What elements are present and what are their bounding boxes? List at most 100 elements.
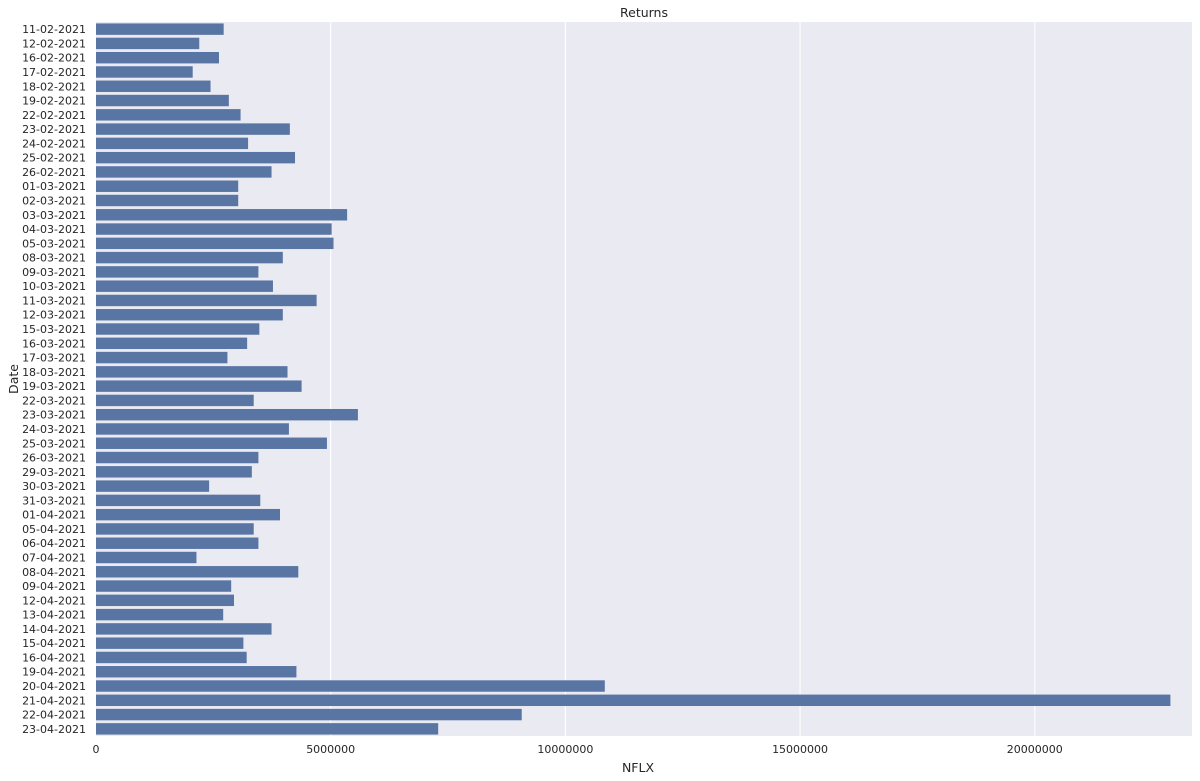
y-axis-title: Date: [6, 364, 21, 394]
y-tick-label: 17-02-2021: [22, 66, 86, 79]
bar: [96, 37, 200, 50]
y-tick-label: 30-03-2021: [22, 480, 86, 493]
y-tick-label: 24-03-2021: [22, 423, 86, 436]
bar: [96, 51, 219, 64]
y-tick-label: 14-04-2021: [22, 623, 86, 636]
bar: [96, 523, 254, 535]
bar: [96, 423, 289, 435]
bar: [96, 580, 232, 592]
y-tick-label: 23-02-2021: [22, 123, 86, 136]
y-tick-label: 18-03-2021: [22, 366, 86, 379]
y-tick-label: 07-04-2021: [22, 552, 86, 565]
bar: [96, 723, 439, 735]
bar: [96, 337, 248, 350]
bar: [96, 280, 273, 292]
y-tick-label: 19-02-2021: [22, 95, 86, 108]
x-tick-label: 10000000: [537, 743, 593, 756]
bar: [96, 608, 224, 621]
y-tick-label: 24-02-2021: [22, 137, 86, 150]
y-tick-label: 23-04-2021: [22, 723, 86, 736]
bar: [96, 508, 280, 521]
y-tick-label: 26-03-2021: [22, 452, 86, 465]
y-tick-label: 13-04-2021: [22, 609, 86, 622]
bar: [96, 166, 272, 178]
bar: [96, 651, 247, 664]
bar: [96, 708, 522, 721]
bar: [96, 180, 239, 192]
bar: [96, 209, 348, 221]
x-axis-title: NFLX: [622, 760, 655, 775]
y-tick-label: 22-02-2021: [22, 109, 86, 122]
bar: [96, 366, 288, 378]
bar: [96, 637, 244, 649]
bar: [96, 680, 605, 692]
y-tick-label: 19-03-2021: [22, 380, 86, 393]
bar: [96, 694, 1171, 707]
y-tick-label: 29-03-2021: [22, 466, 86, 479]
y-tick-label: 01-04-2021: [22, 509, 86, 522]
bar: [96, 494, 261, 507]
bar: [96, 237, 334, 250]
bar: [96, 480, 210, 492]
y-tick-label: 23-03-2021: [22, 409, 86, 422]
y-tick-label: 20-04-2021: [22, 680, 86, 693]
bar: [96, 666, 297, 678]
bar: [96, 623, 272, 635]
y-tick-label: 26-02-2021: [22, 166, 86, 179]
grid-lines: [330, 22, 1036, 736]
y-tick-label: 18-02-2021: [22, 80, 86, 93]
y-tick-label: 12-04-2021: [22, 594, 86, 607]
y-tick-label: 03-03-2021: [22, 209, 86, 222]
bar: [96, 94, 229, 107]
bar: [96, 251, 283, 264]
bar: [96, 451, 259, 464]
y-tick-label: 17-03-2021: [22, 352, 86, 365]
x-tick-label: 0: [93, 743, 100, 756]
y-tick-label: 12-02-2021: [22, 37, 86, 50]
y-tick-label: 09-04-2021: [22, 580, 86, 593]
y-tick-label: 19-04-2021: [22, 666, 86, 679]
y-tick-label: 11-03-2021: [22, 294, 86, 307]
y-tick-label: 08-04-2021: [22, 566, 86, 579]
bar: [96, 223, 332, 235]
bar: [96, 380, 302, 392]
y-tick-label: 04-03-2021: [22, 223, 86, 236]
y-tick-label: 15-03-2021: [22, 323, 86, 336]
bar: [96, 394, 254, 407]
y-tick-label: 05-04-2021: [22, 523, 86, 536]
bar: [96, 537, 259, 549]
bar: [96, 294, 317, 307]
y-tick-label: 16-03-2021: [22, 337, 86, 350]
bar: [96, 437, 327, 449]
plot-background: [96, 22, 1192, 736]
bar: [96, 137, 249, 150]
bar: [96, 123, 290, 135]
bar: [96, 566, 299, 578]
y-tick-label: 25-03-2021: [22, 437, 86, 450]
y-tick-label: 16-04-2021: [22, 651, 86, 664]
bar: [96, 408, 358, 421]
y-tick-label: 08-03-2021: [22, 252, 86, 265]
x-tick-label: 20000000: [1007, 743, 1063, 756]
bar: [96, 66, 193, 78]
bar: [96, 194, 239, 207]
y-tick-label: 09-03-2021: [22, 266, 86, 279]
bar: [96, 594, 234, 607]
y-tick-label: 25-02-2021: [22, 152, 86, 165]
y-tick-label: 22-04-2021: [22, 709, 86, 722]
bar: [96, 551, 197, 564]
bar: [96, 323, 260, 335]
x-tick-labels: 0 5000000 10000000 15000000 20000000: [93, 743, 1063, 756]
bars: [96, 23, 1171, 735]
bar: [96, 466, 252, 478]
x-tick-label: 5000000: [306, 743, 355, 756]
y-tick-label: 12-03-2021: [22, 309, 86, 322]
y-tick-label: 21-04-2021: [22, 694, 86, 707]
bar: [96, 23, 224, 35]
bar: [96, 309, 283, 321]
bar: [96, 80, 211, 92]
y-tick-label: 11-02-2021: [22, 23, 86, 36]
x-tick-label: 15000000: [772, 743, 828, 756]
